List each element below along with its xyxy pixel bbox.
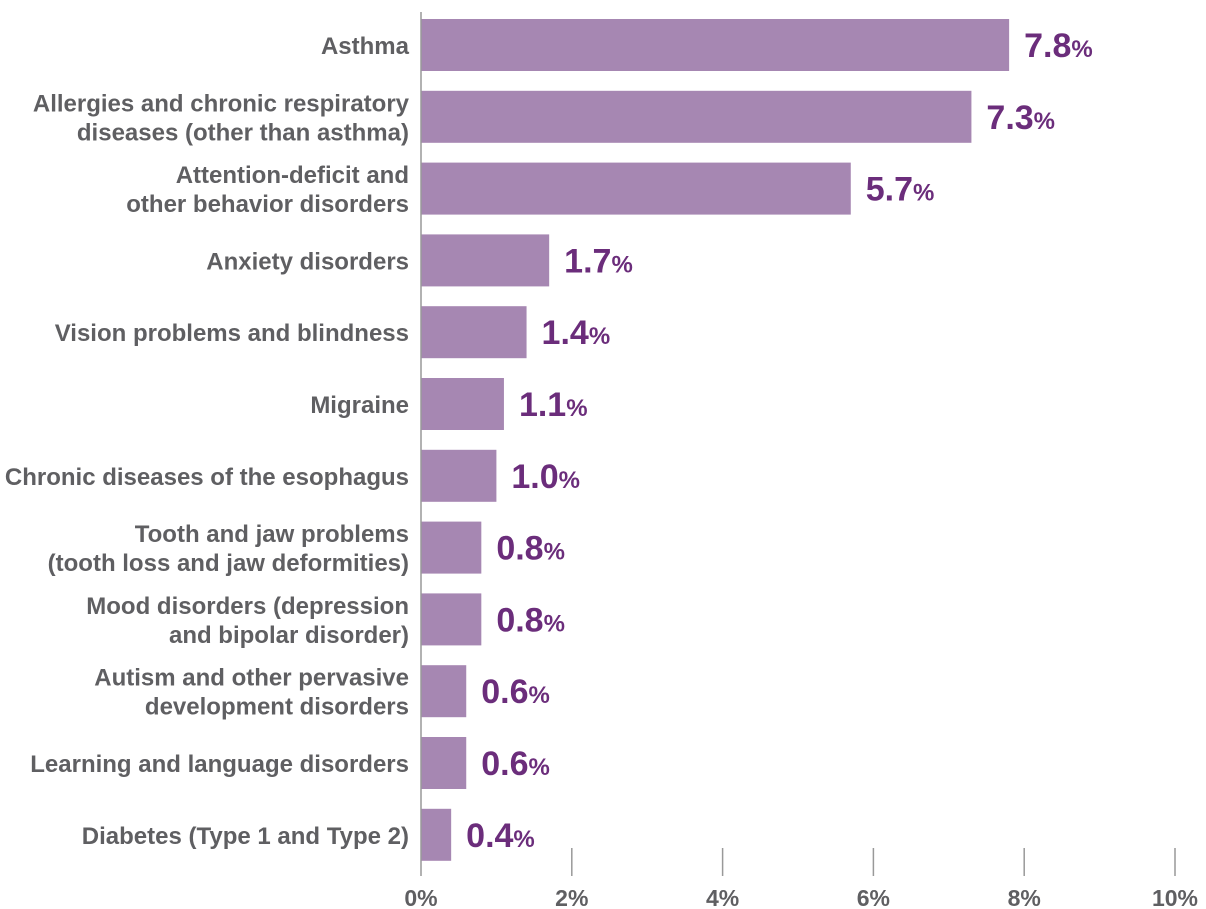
value-percent-sign: % bbox=[1071, 36, 1092, 63]
category-label: Vision problems and blindness bbox=[55, 320, 409, 347]
category-label: Asthma bbox=[321, 33, 410, 60]
category-label: Allergies and chronic respiratory bbox=[33, 90, 410, 117]
value-percent-sign: % bbox=[529, 682, 550, 709]
value-number: 1.7 bbox=[564, 242, 611, 280]
bars-group bbox=[421, 19, 1010, 861]
value-label: 0.8% bbox=[496, 601, 565, 639]
bar bbox=[421, 449, 497, 502]
value-number: 0.6 bbox=[481, 745, 528, 783]
value-number: 1.0 bbox=[511, 458, 558, 496]
category-label: Diabetes (Type 1 and Type 2) bbox=[82, 823, 409, 850]
x-tick-label: 10% bbox=[1152, 885, 1198, 909]
value-percent-sign: % bbox=[513, 826, 534, 853]
category-label: development disorders bbox=[145, 694, 409, 721]
value-label: 1.4% bbox=[542, 314, 611, 352]
value-percent-sign: % bbox=[1034, 108, 1055, 135]
category-label: and bipolar disorder) bbox=[169, 622, 409, 649]
value-label: 1.7% bbox=[564, 242, 633, 280]
bar bbox=[421, 234, 550, 287]
category-label: Anxiety disorders bbox=[206, 248, 409, 275]
value-label: 1.0% bbox=[511, 458, 580, 496]
bar bbox=[421, 90, 972, 143]
value-label: 7.8% bbox=[1024, 27, 1093, 65]
value-label: 0.6% bbox=[481, 673, 550, 711]
bar bbox=[421, 378, 504, 430]
category-label: Autism and other pervasive bbox=[94, 665, 409, 692]
bar bbox=[421, 737, 467, 789]
x-axis: 0% 2% 4% 6% 8% 10% bbox=[404, 12, 1198, 909]
value-label: 0.6% bbox=[481, 745, 550, 783]
category-label: Chronic diseases of the esophagus bbox=[5, 464, 409, 491]
value-label: 0.8% bbox=[496, 530, 565, 568]
bar bbox=[421, 162, 851, 215]
value-label: 5.7% bbox=[866, 171, 935, 209]
x-tick-label: 8% bbox=[1008, 885, 1041, 909]
category-label: Attention-deficit and bbox=[176, 162, 409, 189]
category-label: Learning and language disorders bbox=[30, 751, 409, 778]
value-number: 0.8 bbox=[496, 530, 543, 568]
value-number: 7.3 bbox=[986, 99, 1033, 137]
bar bbox=[421, 593, 482, 646]
value-label: 1.1% bbox=[519, 386, 588, 424]
value-number: 0.4 bbox=[466, 817, 513, 855]
bar bbox=[421, 808, 452, 861]
category-label: Migraine bbox=[310, 392, 409, 419]
bar bbox=[421, 306, 527, 359]
category-label: (tooth loss and jaw deformities) bbox=[48, 550, 409, 577]
value-number: 7.8 bbox=[1024, 27, 1071, 65]
value-number: 5.7 bbox=[866, 171, 913, 209]
value-percent-sign: % bbox=[544, 539, 565, 566]
value-percent-sign: % bbox=[566, 395, 587, 422]
bar bbox=[421, 19, 1010, 71]
value-label: 7.3% bbox=[986, 99, 1055, 137]
value-labels-group: 7.8%7.3%5.7%1.7%1.4%1.1%1.0%0.8%0.8%0.6%… bbox=[466, 27, 1093, 855]
x-tick-label: 4% bbox=[706, 885, 739, 909]
category-label: Mood disorders (depression bbox=[86, 593, 409, 620]
x-tick-label: 0% bbox=[404, 885, 437, 909]
x-tick-label: 6% bbox=[857, 885, 890, 909]
value-number: 0.8 bbox=[496, 601, 543, 639]
category-label: other behavior disorders bbox=[126, 191, 409, 218]
value-percent-sign: % bbox=[529, 754, 550, 781]
category-label: Tooth and jaw problems bbox=[135, 521, 409, 548]
value-percent-sign: % bbox=[589, 323, 610, 350]
value-percent-sign: % bbox=[913, 180, 934, 207]
value-number: 1.4 bbox=[542, 314, 589, 352]
value-percent-sign: % bbox=[611, 251, 632, 278]
value-percent-sign: % bbox=[544, 610, 565, 637]
x-tick-label: 2% bbox=[555, 885, 588, 909]
value-number: 1.1 bbox=[519, 386, 566, 424]
value-percent-sign: % bbox=[559, 467, 580, 494]
value-number: 0.6 bbox=[481, 673, 528, 711]
category-label: diseases (other than asthma) bbox=[77, 119, 409, 146]
bar bbox=[421, 521, 482, 574]
value-label: 0.4% bbox=[466, 817, 535, 855]
bar bbox=[421, 665, 467, 718]
